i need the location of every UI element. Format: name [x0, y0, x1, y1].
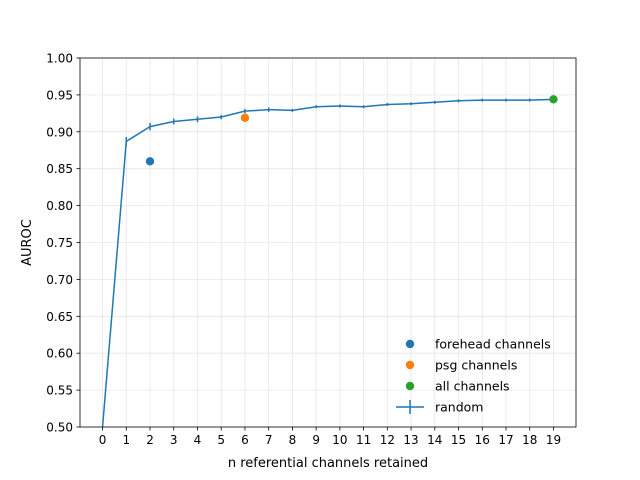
x-tick-label: 9: [312, 433, 320, 447]
x-tick-label: 10: [332, 433, 347, 447]
legend-label: forehead channels: [435, 337, 551, 352]
x-tick-label: 13: [403, 433, 418, 447]
legend-label: psg channels: [435, 358, 517, 373]
y-tick-label: 0.95: [46, 88, 73, 102]
x-tick-label: 0: [99, 433, 107, 447]
legend-marker-forehead-channels: [405, 339, 415, 349]
legend-marker-psg-channels: [405, 360, 415, 370]
x-tick-label: 3: [170, 433, 178, 447]
random-line: [101, 98, 554, 428]
grid-lines: [80, 57, 576, 428]
x-tick-label: 7: [265, 433, 273, 447]
x-tick-label: 5: [217, 433, 225, 447]
x-tick-label: 2: [146, 433, 154, 447]
y-tick-label: 0.80: [46, 199, 73, 213]
point-forehead-channels: [145, 157, 155, 166]
x-tick-label: 14: [427, 433, 442, 447]
plot-area: [80, 58, 576, 427]
y-tick-label: 0.55: [46, 384, 73, 398]
x-tick-label: 8: [289, 433, 297, 447]
x-tick-label: 1: [122, 433, 130, 447]
x-tick-label: 12: [380, 433, 395, 447]
x-tick-label: 18: [522, 433, 537, 447]
point-psg-channels: [240, 113, 250, 122]
point-all-channels: [549, 95, 558, 104]
x-tick-label: 16: [475, 433, 490, 447]
legend-label: random: [435, 400, 483, 415]
legend: forehead channels psg channels all channel…: [396, 337, 551, 415]
y-axis: 0.50 0.55 0.60 0.65 0.70 0.75 0.80 0.85 0.90 0.95…: [46, 52, 80, 435]
series-random: [101, 97, 555, 428]
x-tick-label: 15: [451, 433, 466, 447]
x-tick-label: 17: [498, 433, 513, 447]
y-tick-label: 0.50: [46, 421, 73, 435]
y-tick-label: 0.70: [46, 273, 73, 287]
x-tick-label: 19: [546, 433, 561, 447]
x-tick-label: 6: [241, 433, 249, 447]
legend-marker-all-channels: [405, 381, 415, 391]
x-axis: 0 1 2 3 4 5 6 7 8 9 10 11 12 13 14 15 16 17 18 19: [99, 427, 561, 447]
y-tick-label: 0.85: [46, 162, 73, 176]
x-tick-label: 4: [194, 433, 202, 447]
y-tick-label: 0.75: [46, 236, 73, 250]
y-tick-label: 0.90: [46, 125, 73, 139]
y-tick-label: 0.65: [46, 310, 73, 324]
legend-label: all channels: [435, 379, 510, 394]
y-tick-label: 1.00: [46, 52, 73, 66]
y-tick-label: 0.60: [46, 347, 73, 361]
y-axis-label: AUROC: [20, 219, 35, 266]
x-tick-label: 11: [356, 433, 371, 447]
x-axis-label: n referential channels retained: [228, 456, 428, 471]
series-layer: [101, 95, 558, 428]
